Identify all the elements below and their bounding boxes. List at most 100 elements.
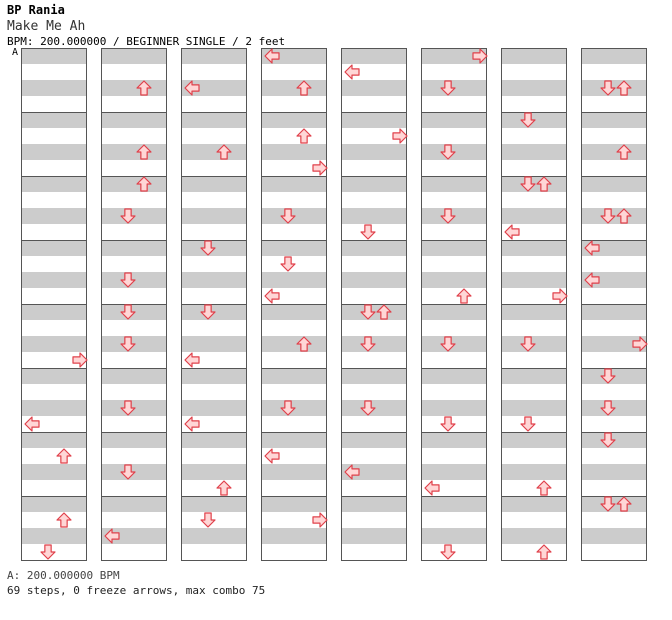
- beat-stripe: [181, 496, 247, 512]
- beat-stripe: [21, 272, 87, 288]
- beat-stripe: [341, 368, 407, 384]
- beat-stripe: [341, 208, 407, 224]
- up-arrow-icon: [456, 288, 472, 304]
- down-arrow-icon: [360, 224, 376, 240]
- beat-stripe: [501, 208, 567, 224]
- beat-stripe: [261, 144, 327, 160]
- beat-stripe: [581, 48, 647, 64]
- beat-stripe: [501, 48, 567, 64]
- beat-stripe: [101, 528, 167, 544]
- beat-stripe: [101, 240, 167, 256]
- beat-stripe: [341, 144, 407, 160]
- beat-stripe: [181, 208, 247, 224]
- measure-box: [501, 496, 567, 561]
- beat-stripe: [261, 432, 327, 448]
- beat-stripe: [581, 176, 647, 192]
- left-arrow-icon: [344, 64, 360, 80]
- beat-stripe: [21, 112, 87, 128]
- up-arrow-icon: [216, 144, 232, 160]
- beat-stripe: [21, 368, 87, 384]
- measure-box: [421, 496, 487, 561]
- beat-stripe: [101, 144, 167, 160]
- down-arrow-icon: [440, 208, 456, 224]
- beat-stripe: [421, 112, 487, 128]
- beat-stripe: [421, 432, 487, 448]
- beat-stripe: [421, 272, 487, 288]
- down-arrow-icon: [120, 208, 136, 224]
- down-arrow-icon: [360, 304, 376, 320]
- down-arrow-icon: [600, 208, 616, 224]
- beat-stripe: [181, 176, 247, 192]
- down-arrow-icon: [440, 144, 456, 160]
- beat-stripe: [421, 304, 487, 320]
- measure-box: [341, 496, 407, 561]
- beat-stripe: [181, 336, 247, 352]
- beat-stripe: [341, 528, 407, 544]
- up-arrow-icon: [296, 128, 312, 144]
- up-arrow-icon: [296, 336, 312, 352]
- beat-stripe: [261, 336, 327, 352]
- beat-stripe: [21, 144, 87, 160]
- down-arrow-icon: [200, 304, 216, 320]
- left-arrow-icon: [424, 480, 440, 496]
- beat-stripe: [421, 528, 487, 544]
- down-arrow-icon: [120, 304, 136, 320]
- beat-stripe: [21, 496, 87, 512]
- down-arrow-icon: [120, 400, 136, 416]
- beat-stripe: [101, 496, 167, 512]
- beat-stripe: [581, 240, 647, 256]
- up-arrow-icon: [136, 176, 152, 192]
- beat-stripe: [341, 464, 407, 480]
- right-arrow-icon: [312, 512, 328, 528]
- beat-stripe: [261, 80, 327, 96]
- beat-stripe: [101, 432, 167, 448]
- up-arrow-icon: [136, 144, 152, 160]
- up-arrow-icon: [56, 512, 72, 528]
- beat-stripe: [501, 464, 567, 480]
- down-arrow-icon: [600, 432, 616, 448]
- beat-stripe: [181, 432, 247, 448]
- beat-stripe: [341, 272, 407, 288]
- left-arrow-icon: [264, 48, 280, 64]
- up-arrow-icon: [616, 144, 632, 160]
- left-arrow-icon: [344, 464, 360, 480]
- beat-stripe: [21, 528, 87, 544]
- beat-stripe: [101, 80, 167, 96]
- beat-stripe: [21, 176, 87, 192]
- beat-stripe: [261, 240, 327, 256]
- down-arrow-icon: [600, 80, 616, 96]
- beat-stripe: [101, 48, 167, 64]
- down-arrow-icon: [440, 336, 456, 352]
- beat-stripe: [261, 304, 327, 320]
- up-arrow-icon: [56, 448, 72, 464]
- right-arrow-icon: [472, 48, 488, 64]
- left-arrow-icon: [264, 288, 280, 304]
- down-arrow-icon: [440, 80, 456, 96]
- right-arrow-icon: [312, 160, 328, 176]
- left-arrow-icon: [24, 416, 40, 432]
- left-arrow-icon: [184, 80, 200, 96]
- left-arrow-icon: [184, 352, 200, 368]
- bpm-marker-label: A: [12, 47, 19, 58]
- right-arrow-icon: [72, 352, 88, 368]
- down-arrow-icon: [280, 208, 296, 224]
- beat-stripe: [581, 112, 647, 128]
- beat-stripe: [101, 112, 167, 128]
- beat-stripe: [341, 80, 407, 96]
- beat-stripe: [581, 144, 647, 160]
- beat-stripe: [261, 528, 327, 544]
- beat-stripe: [181, 528, 247, 544]
- beat-stripe: [21, 304, 87, 320]
- beat-stripe: [261, 112, 327, 128]
- beat-stripe: [501, 272, 567, 288]
- measure-box: [581, 496, 647, 561]
- beat-stripe: [21, 432, 87, 448]
- beat-stripe: [341, 240, 407, 256]
- beat-stripe: [501, 240, 567, 256]
- beat-stripe: [581, 528, 647, 544]
- beat-stripe: [421, 176, 487, 192]
- beat-stripe: [181, 144, 247, 160]
- up-arrow-icon: [536, 176, 552, 192]
- measure-box: [21, 496, 87, 561]
- beat-stripe: [181, 400, 247, 416]
